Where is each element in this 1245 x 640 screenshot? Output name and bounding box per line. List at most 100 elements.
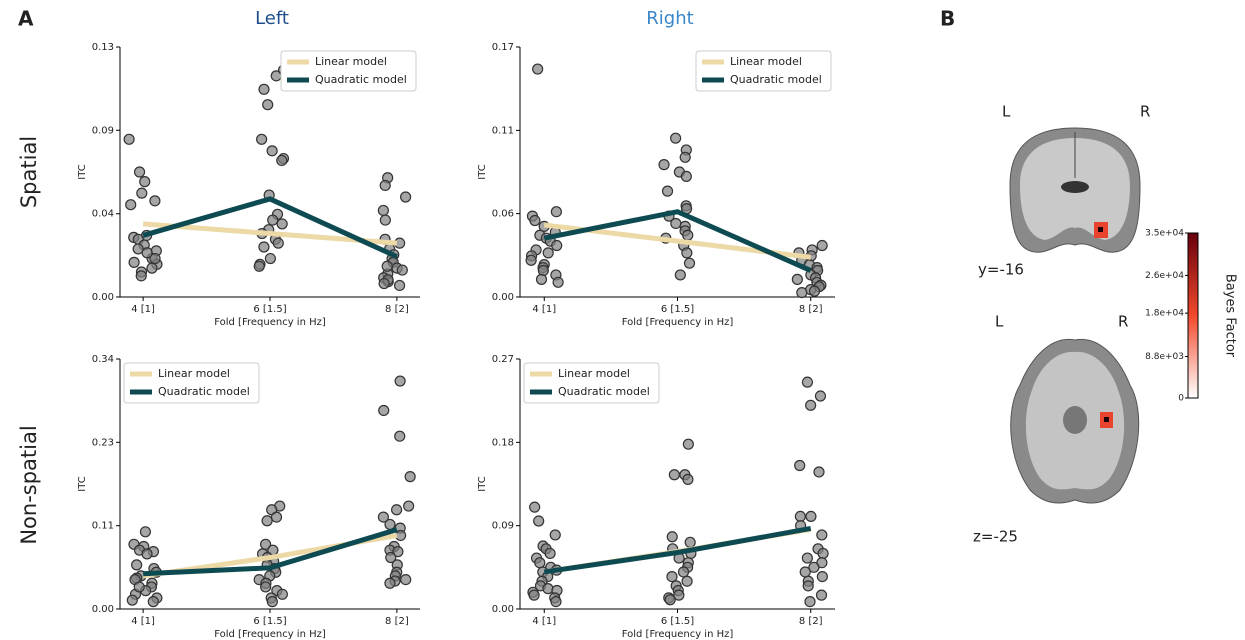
orientation-label: R: [1140, 103, 1150, 121]
legend-label: Linear model: [315, 55, 387, 68]
data-point: [683, 474, 693, 484]
data-point: [817, 530, 827, 540]
brain-axial: L R z=-25: [973, 313, 1139, 546]
data-point: [529, 590, 539, 600]
brain-coronal: L R y=-16: [978, 103, 1150, 279]
data-point: [127, 595, 137, 605]
data-point: [259, 84, 269, 94]
data-point: [550, 530, 560, 540]
data-point: [800, 567, 810, 577]
data-point: [259, 242, 269, 252]
data-point: [803, 581, 813, 591]
data-point: [685, 258, 695, 268]
data-point: [536, 274, 546, 284]
data-point: [663, 186, 673, 196]
x-tick-label: 6 [1.5]: [253, 616, 286, 627]
colorbar-tick-label: 0: [1178, 394, 1184, 404]
data-point: [142, 549, 152, 559]
data-point: [814, 467, 824, 477]
data-point: [132, 560, 142, 570]
data-point: [802, 377, 812, 387]
data-point: [395, 431, 405, 441]
data-point: [136, 271, 146, 281]
data-point: [133, 244, 143, 254]
data-point: [680, 152, 690, 162]
panel-label: B: [940, 7, 955, 31]
y-axis-label: ITC: [477, 164, 488, 179]
data-point: [526, 255, 536, 265]
data-point: [401, 575, 411, 585]
data-point: [535, 558, 545, 568]
data-point: [667, 532, 677, 542]
legend-label: Linear model: [730, 55, 802, 68]
y-tick-label: 0.34: [92, 354, 114, 365]
x-tick-label: 8 [2]: [799, 616, 823, 627]
data-point: [140, 527, 150, 537]
x-tick-label: 8 [2]: [799, 304, 823, 315]
data-point: [379, 405, 389, 415]
legend-label: Quadratic model: [558, 385, 650, 398]
data-point: [385, 578, 395, 588]
data-point: [261, 582, 271, 592]
data-point: [380, 180, 390, 190]
data-point: [140, 177, 150, 187]
data-point: [809, 286, 819, 296]
data-point: [551, 207, 561, 217]
data-point: [685, 537, 695, 547]
data-point: [378, 205, 388, 215]
data-point: [267, 146, 277, 156]
y-axis-label: ITC: [477, 476, 488, 491]
orientation-label: L: [1002, 103, 1011, 121]
legend-label: Quadratic model: [158, 385, 250, 398]
data-point: [124, 134, 134, 144]
orientation-label: R: [1118, 313, 1128, 331]
data-point: [543, 584, 553, 594]
data-point: [671, 133, 681, 143]
data-point: [395, 376, 405, 386]
y-tick-label: 0.04: [92, 209, 114, 220]
data-point: [271, 512, 281, 522]
colorbar-tick-label: 8.8e+03: [1145, 352, 1184, 362]
data-point: [534, 516, 544, 526]
data-point: [792, 274, 802, 284]
data-point: [795, 460, 805, 470]
data-point: [682, 576, 692, 586]
data-point: [530, 216, 540, 226]
data-point: [277, 155, 287, 165]
x-axis-label: Fold [Frequency in Hz]: [214, 317, 326, 328]
slice-label: z=-25: [973, 528, 1018, 546]
data-point: [268, 215, 278, 225]
data-point: [273, 238, 283, 248]
x-tick-label: 8 [2]: [385, 304, 409, 315]
data-point: [271, 71, 281, 81]
data-point: [147, 263, 157, 273]
data-point: [815, 391, 825, 401]
data-point: [129, 257, 139, 267]
row-title: Non-spatial: [17, 425, 41, 544]
data-point: [817, 241, 827, 251]
data-point: [802, 553, 812, 563]
data-point: [135, 167, 145, 177]
data-point: [679, 567, 689, 577]
x-tick-label: 6 [1.5]: [253, 304, 286, 315]
y-tick-label: 0.17: [492, 42, 514, 53]
data-point: [665, 595, 675, 605]
y-tick-label: 0.09: [492, 521, 514, 532]
data-point: [254, 261, 264, 271]
y-tick-label: 0.23: [92, 437, 114, 448]
row-title: Spatial: [17, 136, 41, 208]
data-point: [805, 597, 815, 607]
y-tick-label: 0.09: [92, 125, 114, 136]
x-axis-label: Fold [Frequency in Hz]: [214, 629, 326, 640]
data-point: [150, 196, 160, 206]
x-tick-label: 4 [1]: [532, 616, 556, 627]
data-point: [553, 277, 563, 287]
data-point: [392, 505, 402, 515]
y-tick-label: 0.00: [92, 604, 114, 615]
figure: A B Left Right Spatial Non-spatial L R y…: [0, 0, 1245, 640]
legend-label: Quadratic model: [315, 73, 407, 86]
data-point: [404, 501, 414, 511]
data-point: [682, 248, 692, 258]
data-point: [385, 519, 395, 529]
data-point: [817, 572, 827, 582]
